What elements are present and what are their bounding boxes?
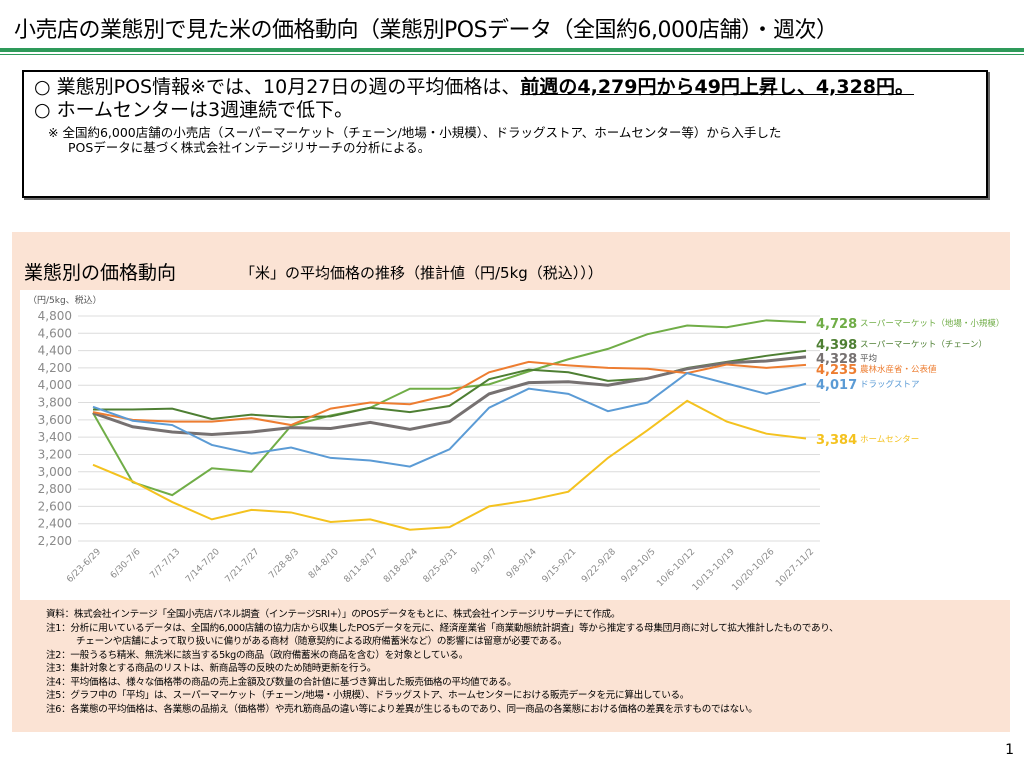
- x-tick-label: 10/27-11/2: [774, 547, 816, 589]
- x-tick-label: 10/20-10/26: [730, 547, 776, 593]
- panel-title: 業態別の価格動向: [24, 262, 177, 284]
- summary-box: ○ 業態別POS情報※では、10月27日の週の平均価格は、前週の4,279円から…: [22, 70, 988, 198]
- series-name-label: スーパーマーケット（チェーン）: [860, 339, 987, 350]
- x-tick-label: 9/22-9/28: [580, 547, 618, 585]
- y-tick-label: 3,400: [38, 430, 72, 444]
- summary-note-2: POSデータに基づく株式会社インテージリサーチの分析による。: [68, 140, 431, 155]
- note-1-cont: チェーンや店舗によって取り扱いに偏りがある商材（随意契約による政府備蓄米など）の…: [76, 636, 567, 647]
- series-name-label: 農林水産省・公表値: [860, 364, 937, 375]
- note-5: 注5：グラフ中の「平均」は、スーパーマーケット（チェーン/地場・小規模）、ドラッ…: [46, 690, 690, 701]
- y-tick-label: 4,600: [38, 326, 72, 340]
- y-axis-label: （円/5kg、税込）: [28, 294, 102, 306]
- summary-bullet-2: ○ ホームセンターは3週連続で低下。: [34, 99, 354, 121]
- x-tick-label: 8/18-8/24: [382, 547, 420, 585]
- x-tick-label: 6/23-6/29: [65, 547, 103, 585]
- title-rule: [0, 48, 1024, 52]
- y-tick-label: 3,600: [38, 413, 72, 427]
- y-tick-label: 3,800: [38, 396, 72, 410]
- note-6: 注6：各業態の平均価格は、各業態の品揃え（価格帯）や売れ筋商品の違い等により差異…: [46, 703, 758, 715]
- x-tick-label: 9/29-10/5: [620, 547, 658, 585]
- end-value-label: 4,235: [816, 363, 857, 378]
- y-tick-label: 4,800: [38, 309, 72, 323]
- series-name-label: ホームセンター: [860, 435, 919, 445]
- panel-subtitle: 「米」の平均価格の推移（推計値（円/5kg（税込）））: [240, 264, 603, 282]
- bullet-1-text: ○ 業態別POS情報※では、10月27日の週の平均価格は、: [34, 76, 521, 98]
- x-tick-label: 8/4-8/10: [307, 547, 341, 581]
- series-name-label: スーパーマーケット（地場・小規模）: [860, 318, 1004, 329]
- note-source: 資料：株式会社インテージ「全国小売店パネル調査（インテージSRI+）」のPOSデ…: [46, 609, 621, 620]
- title-rule-thin: [0, 54, 1024, 55]
- x-tick-label: 6/30-7/6: [109, 547, 143, 581]
- y-tick-label: 4,200: [38, 361, 72, 375]
- notes: 資料：株式会社インテージ「全国小売店パネル調査（インテージSRI+）」のPOSデ…: [46, 608, 839, 716]
- x-tick-label: 7/21-7/27: [224, 547, 262, 585]
- bullet-1-emphasis: 前週の4,279円から49円上昇し、4,328円。: [520, 76, 915, 98]
- end-value-label: 4,328: [816, 352, 857, 367]
- y-tick-label: 3,000: [38, 465, 72, 479]
- page-number: 1: [1005, 742, 1014, 758]
- x-tick-label: 9/8-9/14: [505, 547, 539, 581]
- x-tick-label: 9/15-9/21: [541, 547, 579, 585]
- note-3: 注3：集計対象とする商品のリストは、新商品等の反映のため随時更新を行う。: [46, 663, 377, 674]
- x-tick-label: 7/7-7/13: [148, 547, 182, 581]
- x-tick-label: 9/1-9/7: [469, 547, 499, 577]
- end-value-label: 3,384: [816, 433, 857, 448]
- note-1: 注1：分析に用いているデータは、全国約6,000店舗の協力店から収集したPOSデ…: [46, 622, 839, 634]
- x-tick-label: 10/6-10/12: [655, 547, 697, 589]
- y-tick-label: 3,200: [38, 447, 72, 461]
- x-tick-label: 7/28-8/3: [267, 547, 301, 581]
- end-value-label: 4,728: [816, 317, 857, 332]
- y-tick-label: 2,200: [38, 534, 72, 548]
- y-tick-label: 4,000: [38, 378, 72, 392]
- x-tick-label: 8/25-8/31: [422, 547, 460, 585]
- line-chart: （円/5kg、税込） 2,200 2,400 2,600 2,800 3,000 3,200…: [28, 294, 1004, 593]
- series-name-label: ドラッグストア: [860, 379, 920, 390]
- y-tick-label: 4,400: [38, 344, 72, 358]
- note-4: 注4：平均価格は、様々な価格帯の商品の売上金額及び数量の合計値に基づき算出した販…: [46, 676, 517, 688]
- y-tick-label: 2,600: [38, 499, 72, 513]
- series-name-label: 平均: [860, 353, 877, 364]
- x-tick-label: 7/14-7/20: [184, 547, 222, 585]
- end-value-label: 4,398: [816, 338, 857, 353]
- page-title: 小売店の業態別で見た米の価格動向（業態別POSデータ（全国約6,000店舗）・週…: [14, 18, 838, 43]
- end-value-label: 4,017: [816, 378, 857, 393]
- y-tick-label: 2,800: [38, 482, 72, 496]
- plot-area: （円/5kg、税込） 2,200 2,400 2,600 2,800 3,000 3,200…: [20, 290, 1010, 600]
- summary-bullet-1: ○ 業態別POS情報※では、10月27日の週の平均価格は、前週の4,279円から…: [34, 76, 976, 99]
- x-tick-label: 8/11-8/17: [342, 547, 380, 585]
- note-2: 注2：一般うるち精米、無洗米に該当する5kgの商品（政府備蓄米の商品を含む）を対…: [46, 649, 468, 661]
- y-tick-label: 2,400: [38, 517, 72, 531]
- summary-note-1: ※ 全国約6,000店舗の小売店（スーパーマーケット（チェーン/地場・小規模）、…: [48, 125, 782, 140]
